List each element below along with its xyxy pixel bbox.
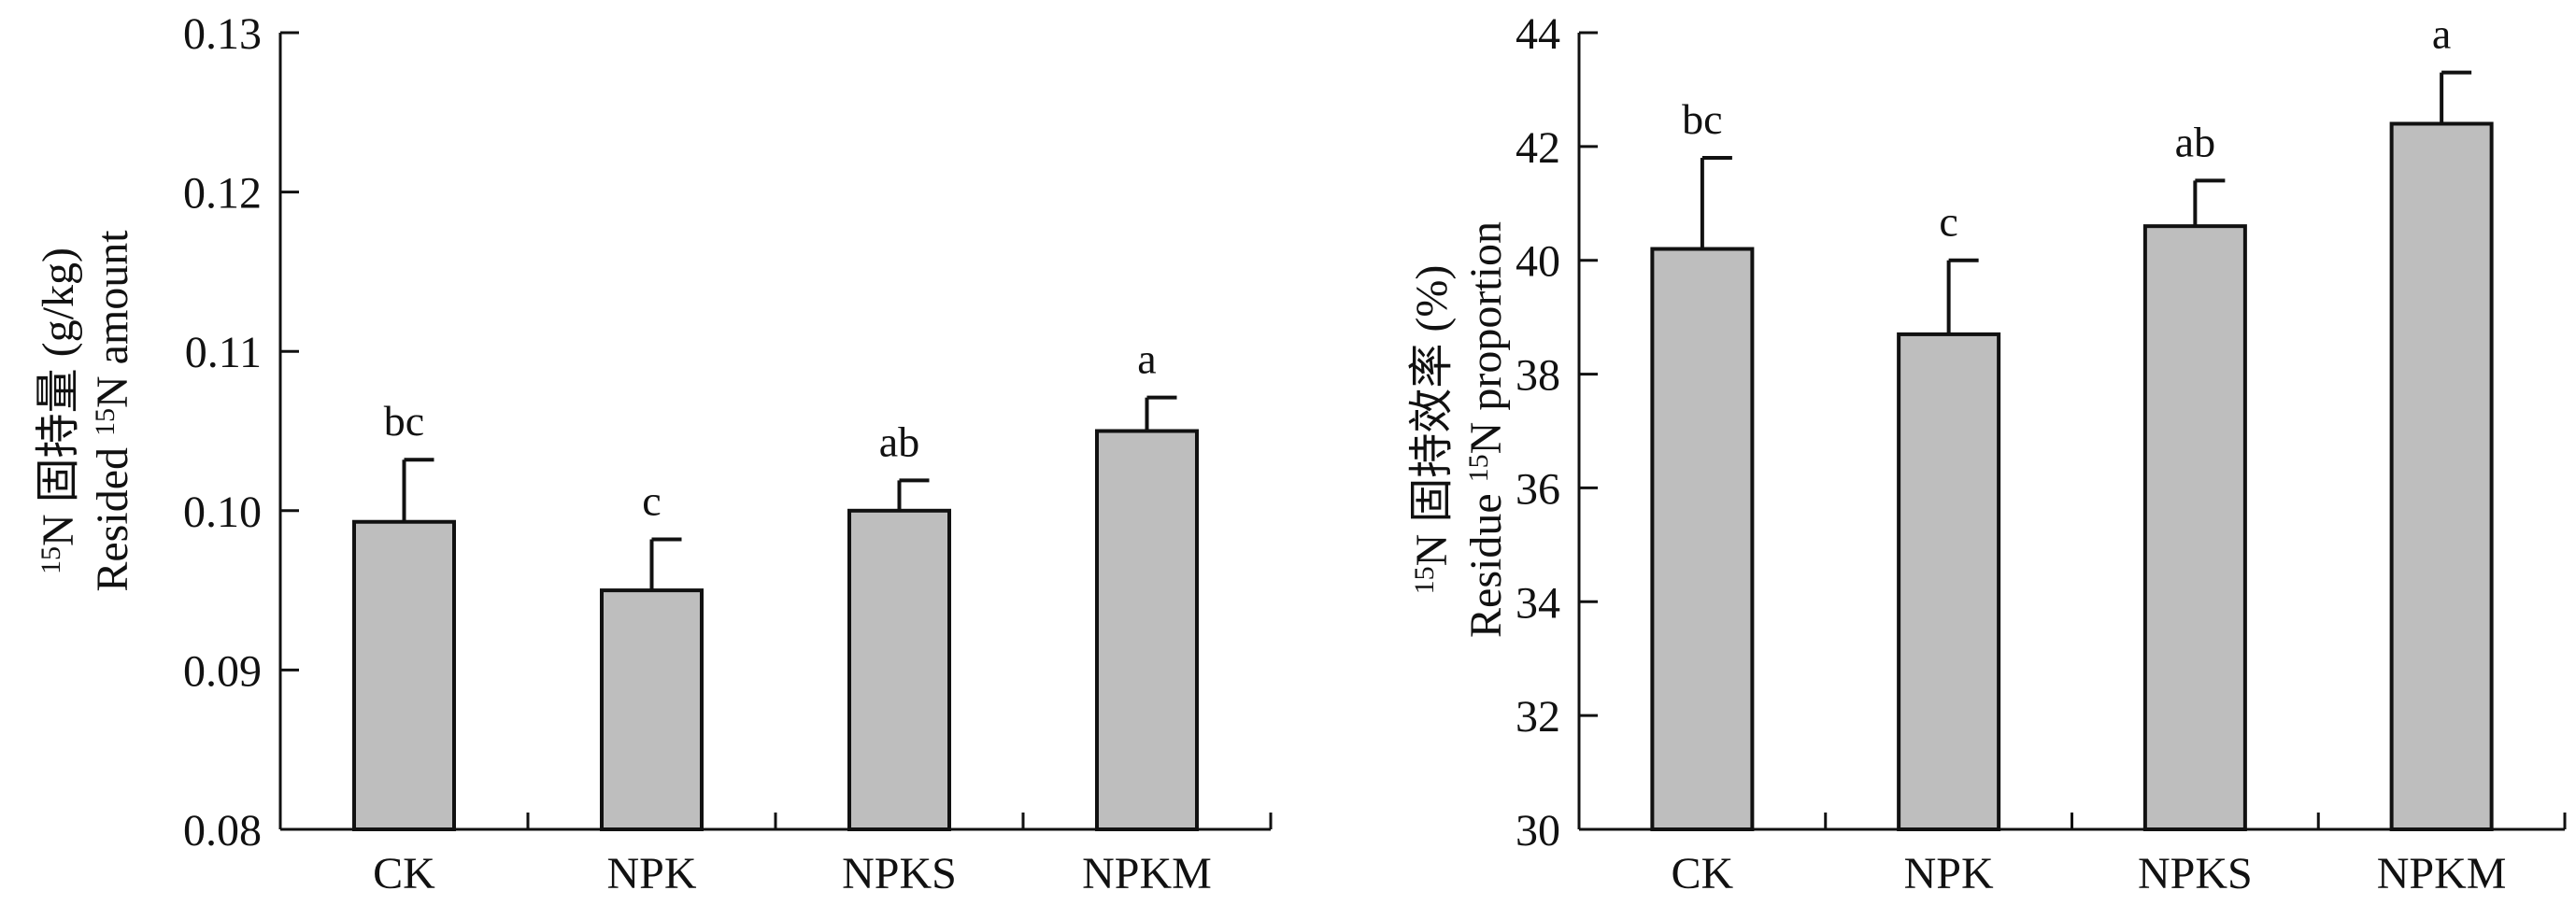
y-tick-label: 0.11: [185, 328, 262, 377]
bar-ck: [1650, 247, 1755, 831]
y-axis-label-line1-sup: 15: [36, 546, 66, 574]
bar-npk: [600, 588, 704, 831]
y-axis-label: 15N 固持量 (g/kg) Resided 15N amount: [34, 230, 137, 592]
y-tick-label: 38: [1516, 351, 1560, 401]
y-axis-label-line1-text: N 固持效率 (%): [1407, 265, 1457, 567]
y-axis-label-line2-sup: 15: [1463, 454, 1494, 482]
bars: bc CK c NPK ab NPKS a NPKM: [1650, 10, 2507, 898]
significance-label-ck: bc: [384, 397, 424, 445]
chart-residual-amount: 0.08 0.09 0.10 0.11 0.12 0.13 bc CK c NPK ab NPKS a…: [34, 9, 1273, 898]
significance-label-npkm: a: [1137, 335, 1156, 383]
y-tick-label: 0.08: [183, 806, 262, 855]
bar-npk: [1897, 332, 2001, 831]
y-tick-label: 34: [1516, 578, 1560, 628]
y-axis-label-line1: 15N 固持效率 (%): [1407, 265, 1457, 595]
y-axis-label-line2-sup: 15: [90, 408, 121, 436]
significance-label-npk: c: [1939, 198, 1957, 246]
x-category-label-npkm: NPKM: [2377, 849, 2507, 898]
significance-label-npks: ab: [879, 417, 919, 465]
y-tick-label: 30: [1516, 806, 1560, 855]
y-axis-label-line2: Resided 15N amount: [88, 230, 137, 592]
bar-npks: [847, 508, 951, 831]
x-category-label-ck: CK: [1672, 849, 1734, 898]
bars: bc CK c NPK ab NPKS a NPKM: [352, 335, 1212, 898]
y-axis-label-line2-pre: Resided: [88, 436, 137, 592]
bar-npkm: [1095, 429, 1199, 831]
axes: 0.08 0.09 0.10 0.11 0.12 0.13: [183, 9, 1273, 855]
x-category-label-npks: NPKS: [2138, 849, 2253, 898]
y-tick-label: 0.09: [183, 646, 262, 696]
x-category-label-npkm: NPKM: [1082, 849, 1212, 898]
y-axis-label-line1-sup: 15: [1409, 566, 1440, 594]
y-axis-label-line1-text: N 固持量 (g/kg): [34, 247, 83, 546]
y-tick-label: 44: [1516, 9, 1560, 59]
y-axis-label-line2-post: N proportion: [1461, 221, 1511, 454]
bar-npks: [2142, 224, 2247, 831]
y-tick-label: 42: [1516, 123, 1560, 173]
x-category-label-npk: NPK: [606, 849, 696, 898]
y-tick-label: 0.12: [183, 169, 262, 219]
y-axis-label-line2: Residue 15N proportion: [1461, 221, 1511, 638]
y-tick-label: 0.13: [183, 9, 262, 59]
x-category-label-npks: NPKS: [842, 849, 957, 898]
y-axis-label-line2-post: N amount: [88, 230, 137, 408]
y-tick-label: 36: [1516, 464, 1560, 514]
y-axis-label: 15N 固持效率 (%) Residue 15N proportion: [1407, 221, 1511, 638]
x-category-label-ck: CK: [373, 849, 435, 898]
significance-label-ck: bc: [1682, 95, 1722, 143]
y-axis-label-line2-pre: Residue: [1461, 482, 1511, 638]
y-tick-label: 40: [1516, 237, 1560, 287]
significance-label-npks: ab: [2175, 118, 2215, 165]
bar-npkm: [2389, 121, 2494, 831]
y-tick-label: 0.10: [183, 488, 262, 537]
significance-label-npkm: a: [2432, 10, 2451, 58]
x-category-label-npk: NPK: [1904, 849, 1994, 898]
bar-ck: [352, 519, 456, 831]
significance-label-npk: c: [642, 477, 661, 525]
y-axis-label-line1: 15N 固持量 (g/kg): [34, 247, 83, 574]
y-tick-label: 32: [1516, 692, 1560, 742]
